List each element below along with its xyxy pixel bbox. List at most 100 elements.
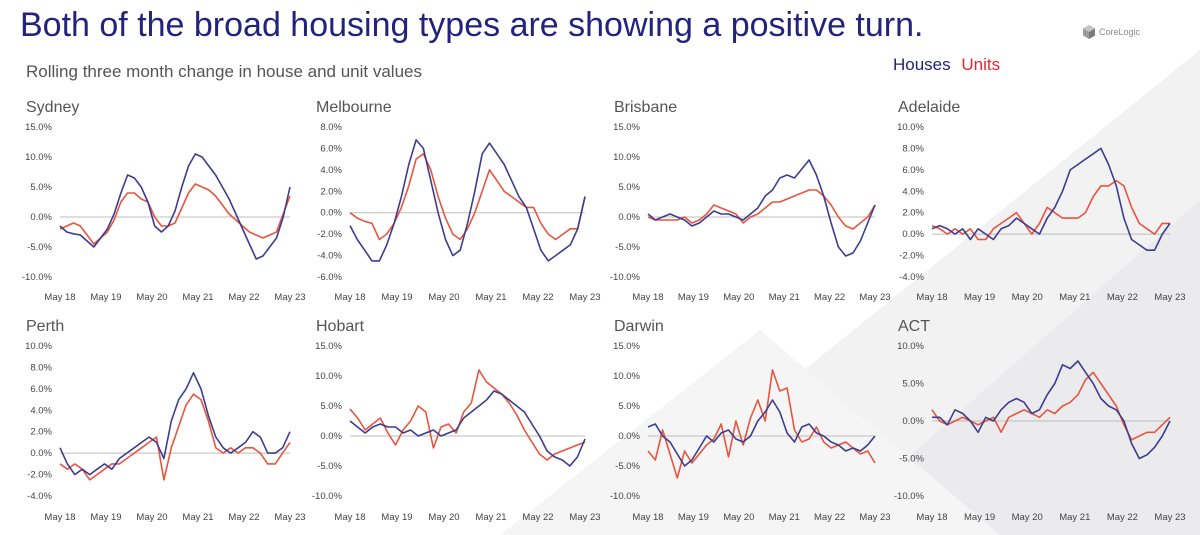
chart-act-xtick: May 22 [1107,512,1138,523]
chart-sydney-ytick: 5.0% [30,182,52,193]
chart-darwin-xtick: May 22 [814,512,845,523]
chart-perth-ytick: -2.0% [27,470,52,481]
chart-darwin-xtick: May 23 [859,512,890,523]
chart-melbourne-ytick: -6.0% [317,272,342,283]
chart-sydney-xtick: May 23 [274,292,305,303]
chart-perth-ytick: 0.0% [30,448,52,459]
chart-hobart-ytick: 15.0% [315,341,342,352]
chart-melbourne-units-line [349,153,586,241]
chart-brisbane-xtick: May 18 [632,292,663,303]
chart-sydney-ytick: 15.0% [25,122,52,133]
chart-perth-xtick: May 18 [44,512,75,523]
page-title: Both of the broad housing types are show… [20,6,924,44]
chart-brisbane-xtick: May 20 [723,292,754,303]
chart-sydney-xtick: May 22 [228,292,259,303]
chart-act-xtick: May 20 [1012,512,1043,523]
chart-act-xtick: May 23 [1154,512,1185,523]
chart-darwin-ytick: 5.0% [618,401,640,412]
chart-sydney-houses-line [59,153,291,260]
chart-act-houses-line [932,360,1171,460]
chart-adelaide-units-line [931,179,1170,241]
chart-perth-title: Perth [26,318,64,335]
chart-melbourne-houses-line [349,139,586,262]
chart-adelaide-houses-line [931,147,1171,251]
chart-adelaide-ytick: 2.0% [902,208,924,219]
chart-brisbane-xtick: May 21 [769,292,800,303]
chart-sydney-ytick: -5.0% [27,242,52,253]
chart-perth-ytick: -4.0% [27,491,52,502]
chart-melbourne-ytick: 8.0% [320,122,342,133]
chart-hobart-ytick: -5.0% [317,461,342,472]
chart-perth-xtick: May 20 [136,512,167,523]
chart-adelaide-xtick: May 18 [916,292,947,303]
chart-brisbane-ytick: -5.0% [615,242,640,253]
chart-adelaide-xtick: May 20 [1012,292,1043,303]
chart-hobart-xtick: May 19 [381,512,412,523]
chart-perth-ytick: 10.0% [25,341,52,352]
chart-darwin-ytick: 0.0% [618,431,640,442]
chart-sydney-ytick: 10.0% [25,152,52,163]
chart-sydney-units-line [59,183,291,245]
chart-act-ytick: 5.0% [902,379,924,390]
chart-adelaide-xtick: May 22 [1107,292,1138,303]
chart-darwin-houses-line [647,399,876,467]
logo-text: CoreLogic [1099,27,1141,37]
chart-adelaide-xtick: May 23 [1154,292,1185,303]
chart-brisbane-title: Brisbane [614,99,677,116]
chart-act-units-line [931,371,1171,441]
chart-act-ytick: -10.0% [894,491,925,502]
chart-hobart-xtick: May 21 [475,512,506,523]
chart-darwin-xtick: May 20 [723,512,754,523]
chart-brisbane-ytick: 5.0% [618,182,640,193]
legend: Houses Units [893,55,1000,75]
chart-adelaide-ytick: 10.0% [897,122,924,133]
chart-adelaide-ytick: 8.0% [902,143,924,154]
chart-perth-houses-line [59,371,291,476]
chart-darwin-ytick: 15.0% [613,341,640,352]
chart-act-ytick: -5.0% [899,454,924,465]
chart-brisbane-xtick: May 19 [678,292,709,303]
corelogic-logo: CoreLogic [1082,24,1140,40]
chart-brisbane-houses-line [647,159,876,257]
chart-sydney-xtick: May 21 [182,292,213,303]
chart-act-xtick: May 21 [1059,512,1090,523]
chart-brisbane-units-line [647,189,876,230]
chart-darwin-xtick: May 21 [769,512,800,523]
chart-adelaide-ytick: -4.0% [899,272,924,283]
cube-icon [1083,25,1095,39]
chart-hobart-title: Hobart [316,318,365,335]
chart-darwin-title: Darwin [614,318,664,335]
chart-perth-units-line [59,393,291,481]
chart-melbourne-xtick: May 19 [381,292,412,303]
legend-houses: Houses [893,55,951,74]
chart-sydney-ytick: 0.0% [30,212,52,223]
chart-act-xtick: May 18 [916,512,947,523]
page-subtitle: Rolling three month change in house and … [26,62,422,81]
chart-darwin-ytick: -10.0% [610,491,641,502]
chart-adelaide-ytick: -2.0% [899,251,924,262]
chart-brisbane-ytick: 10.0% [613,152,640,163]
chart-perth-ytick: 2.0% [30,427,52,438]
chart-act-title: ACT [898,318,930,335]
chart-perth-xtick: May 19 [90,512,121,523]
chart-melbourne-xtick: May 20 [428,292,459,303]
chart-hobart-houses-line [349,390,586,467]
chart-brisbane-ytick: -10.0% [610,272,641,283]
chart-melbourne-ytick: 4.0% [320,165,342,176]
chart-hobart-ytick: 5.0% [320,401,342,412]
chart-darwin-ytick: 10.0% [613,371,640,382]
chart-act-ytick: 10.0% [897,341,924,352]
chart-hobart-xtick: May 22 [522,512,553,523]
chart-sydney-xtick: May 19 [90,292,121,303]
chart-melbourne-xtick: May 23 [569,292,600,303]
chart-brisbane-xtick: May 23 [859,292,890,303]
legend-units: Units [961,55,1001,74]
chart-hobart-units-line [349,369,586,461]
chart-hobart-xtick: May 18 [334,512,365,523]
chart-melbourne-xtick: May 18 [334,292,365,303]
chart-perth-xtick: May 21 [182,512,213,523]
chart-hobart-ytick: -10.0% [312,491,343,502]
chart-adelaide-title: Adelaide [898,99,960,116]
chart-melbourne-xtick: May 22 [522,292,553,303]
